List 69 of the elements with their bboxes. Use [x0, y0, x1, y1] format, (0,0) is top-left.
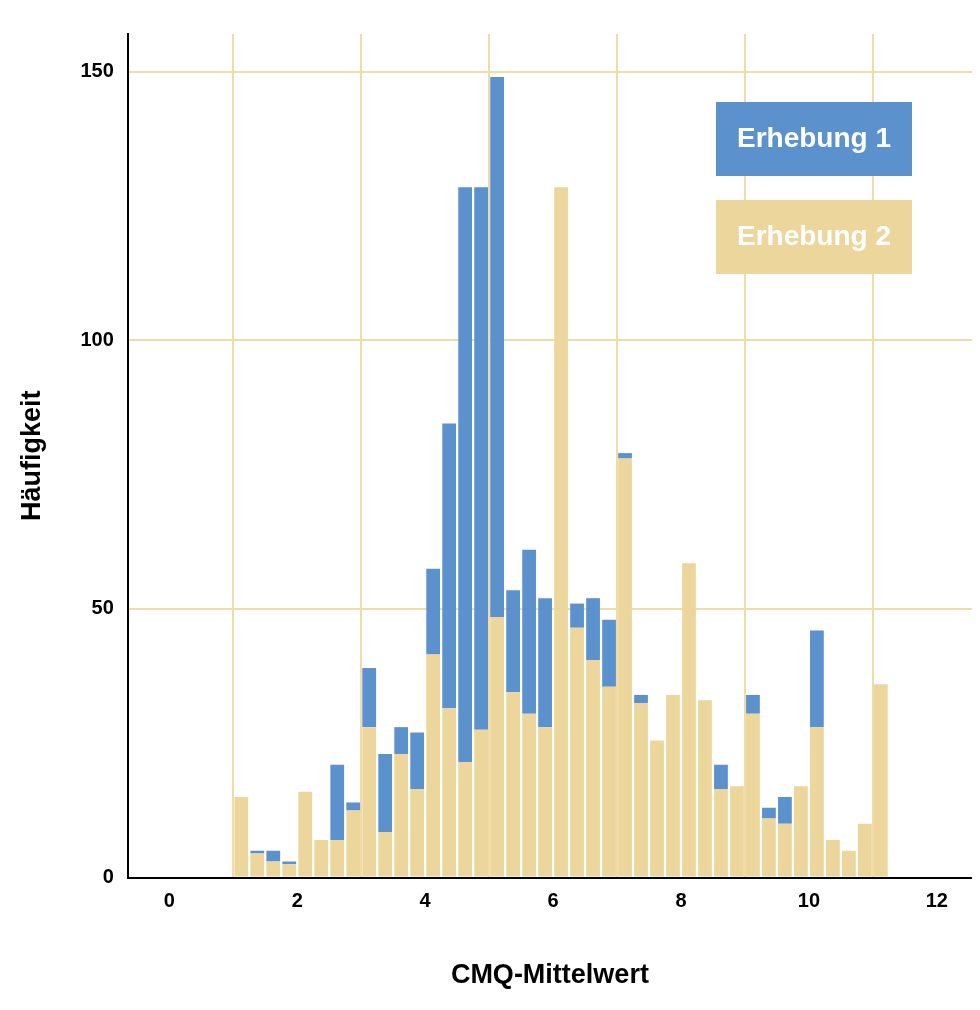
bar: [538, 727, 552, 877]
bar: [330, 764, 345, 840]
y-tick-label: 150: [80, 59, 114, 82]
y-axis-title: Häufigkeit: [15, 390, 46, 522]
bar: [778, 823, 792, 877]
bar: [394, 727, 409, 755]
bar: [426, 654, 441, 877]
bar: [778, 797, 792, 824]
text: Erhebung 1: [736, 121, 892, 153]
bar: [586, 659, 600, 877]
x-axis-title: CMQ-Mittelwert: [450, 959, 649, 990]
bar: [330, 839, 345, 877]
bar: [842, 850, 856, 877]
bar: [714, 764, 728, 789]
bar: [698, 700, 712, 877]
bar: [794, 786, 808, 877]
bar: [362, 668, 377, 728]
bar: [394, 754, 409, 877]
x-tick-label: 10: [797, 889, 821, 912]
bar: [506, 590, 520, 693]
x-tick-label: 8: [675, 889, 687, 912]
x-tick-label: 2: [291, 889, 303, 912]
bar: [602, 619, 616, 687]
bar: [618, 453, 632, 459]
bar: [458, 762, 473, 877]
bar: [410, 732, 425, 789]
bar: [282, 861, 297, 865]
bar: [762, 818, 776, 877]
bar: [650, 740, 664, 877]
bar: [442, 708, 457, 877]
x-tick-label: 6: [547, 889, 559, 912]
bar: [538, 598, 552, 728]
bar: [442, 423, 457, 709]
bar: [410, 788, 425, 877]
bar: [250, 853, 265, 877]
x-tick-label: 4: [419, 889, 432, 912]
bar: [522, 549, 536, 714]
bar: [746, 694, 760, 714]
bar: [826, 839, 840, 877]
bar: [522, 713, 536, 877]
bar: [506, 692, 520, 877]
bar: [378, 754, 393, 832]
bar: [714, 788, 728, 877]
bar: [810, 630, 824, 728]
bar: [810, 727, 824, 877]
bar: [266, 850, 281, 862]
bar: [474, 187, 489, 730]
bar: [266, 861, 281, 877]
y-tick-label: 50: [91, 596, 114, 619]
y-tick-label: 0: [102, 865, 114, 888]
bar: [458, 187, 473, 763]
bar: [634, 694, 648, 703]
bar: [282, 864, 297, 877]
bar: [346, 802, 361, 811]
bar: [570, 603, 584, 628]
text: Erhebung 2: [736, 219, 892, 251]
x-tick-label: 0: [163, 889, 175, 912]
bar: [490, 76, 504, 617]
y-tick-label: 100: [80, 327, 114, 350]
x-tick-label: 12: [925, 889, 948, 912]
bar: [298, 791, 313, 877]
bar: [314, 839, 329, 877]
bar: [378, 831, 393, 877]
bar: [634, 702, 648, 877]
bar: [586, 598, 600, 660]
bar: [666, 694, 680, 877]
bar: [426, 568, 441, 655]
bar: [762, 807, 776, 819]
bar: [570, 627, 584, 877]
